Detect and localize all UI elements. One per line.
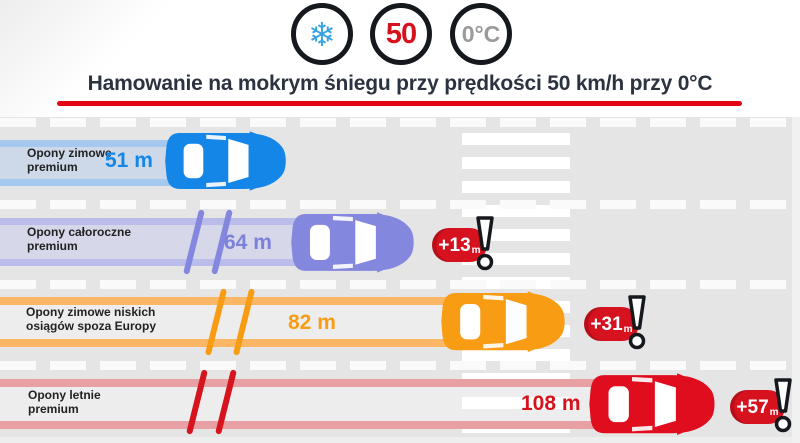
road-right-margin xyxy=(792,117,800,443)
distance-bar-summer-premium xyxy=(0,379,660,429)
car-icon xyxy=(291,212,414,273)
car-icon xyxy=(589,373,715,436)
distance-value: 64 m xyxy=(224,231,272,254)
snowflake-icon: ❄ xyxy=(308,15,336,53)
car-icon xyxy=(441,291,565,353)
delta-badge: +13 m xyxy=(432,228,487,262)
temperature-value: 0°C xyxy=(461,20,501,47)
distance-value: 82 m xyxy=(288,311,336,334)
delta-badge: +31 m xyxy=(584,307,639,341)
delta-unit: m xyxy=(623,324,633,335)
temperature-badge: 0°C xyxy=(450,3,512,65)
car-icon xyxy=(165,131,286,191)
speed-limit-badge: 50 xyxy=(370,3,432,65)
distance-bar-budget-winter xyxy=(0,297,520,347)
delta-badge: +57 m xyxy=(730,390,785,424)
lane-divider xyxy=(0,118,800,127)
delta-value: +31 xyxy=(590,313,623,335)
chart-title: Hamowanie na mokrym śniegu przy prędkośc… xyxy=(87,72,713,95)
delta-value: +57 xyxy=(736,396,769,418)
delta-unit: m xyxy=(769,407,779,418)
exclamation-icon xyxy=(774,378,792,433)
delta-value: +13 xyxy=(438,234,471,256)
snow-condition-badge: ❄ xyxy=(291,3,353,65)
exclamation-icon xyxy=(476,216,494,271)
row-label: Opony letnie premium xyxy=(28,388,101,416)
row-label: Opony całoroczne premium xyxy=(27,225,132,253)
distance-value: 51 m xyxy=(105,149,153,172)
distance-value: 108 m xyxy=(521,392,581,415)
lane-divider xyxy=(0,280,800,289)
row-label: Opony zimowe premium xyxy=(27,146,112,174)
lane-divider xyxy=(0,361,800,370)
title-underline xyxy=(57,101,742,106)
row-label: Opony zimowe niskich osiągów spoza Europ… xyxy=(26,305,157,333)
road-bottom-band xyxy=(0,437,800,443)
lane-divider xyxy=(0,200,800,209)
delta-unit: m xyxy=(471,245,481,256)
speed-value: 50 xyxy=(385,17,417,50)
exclamation-icon xyxy=(628,295,646,350)
